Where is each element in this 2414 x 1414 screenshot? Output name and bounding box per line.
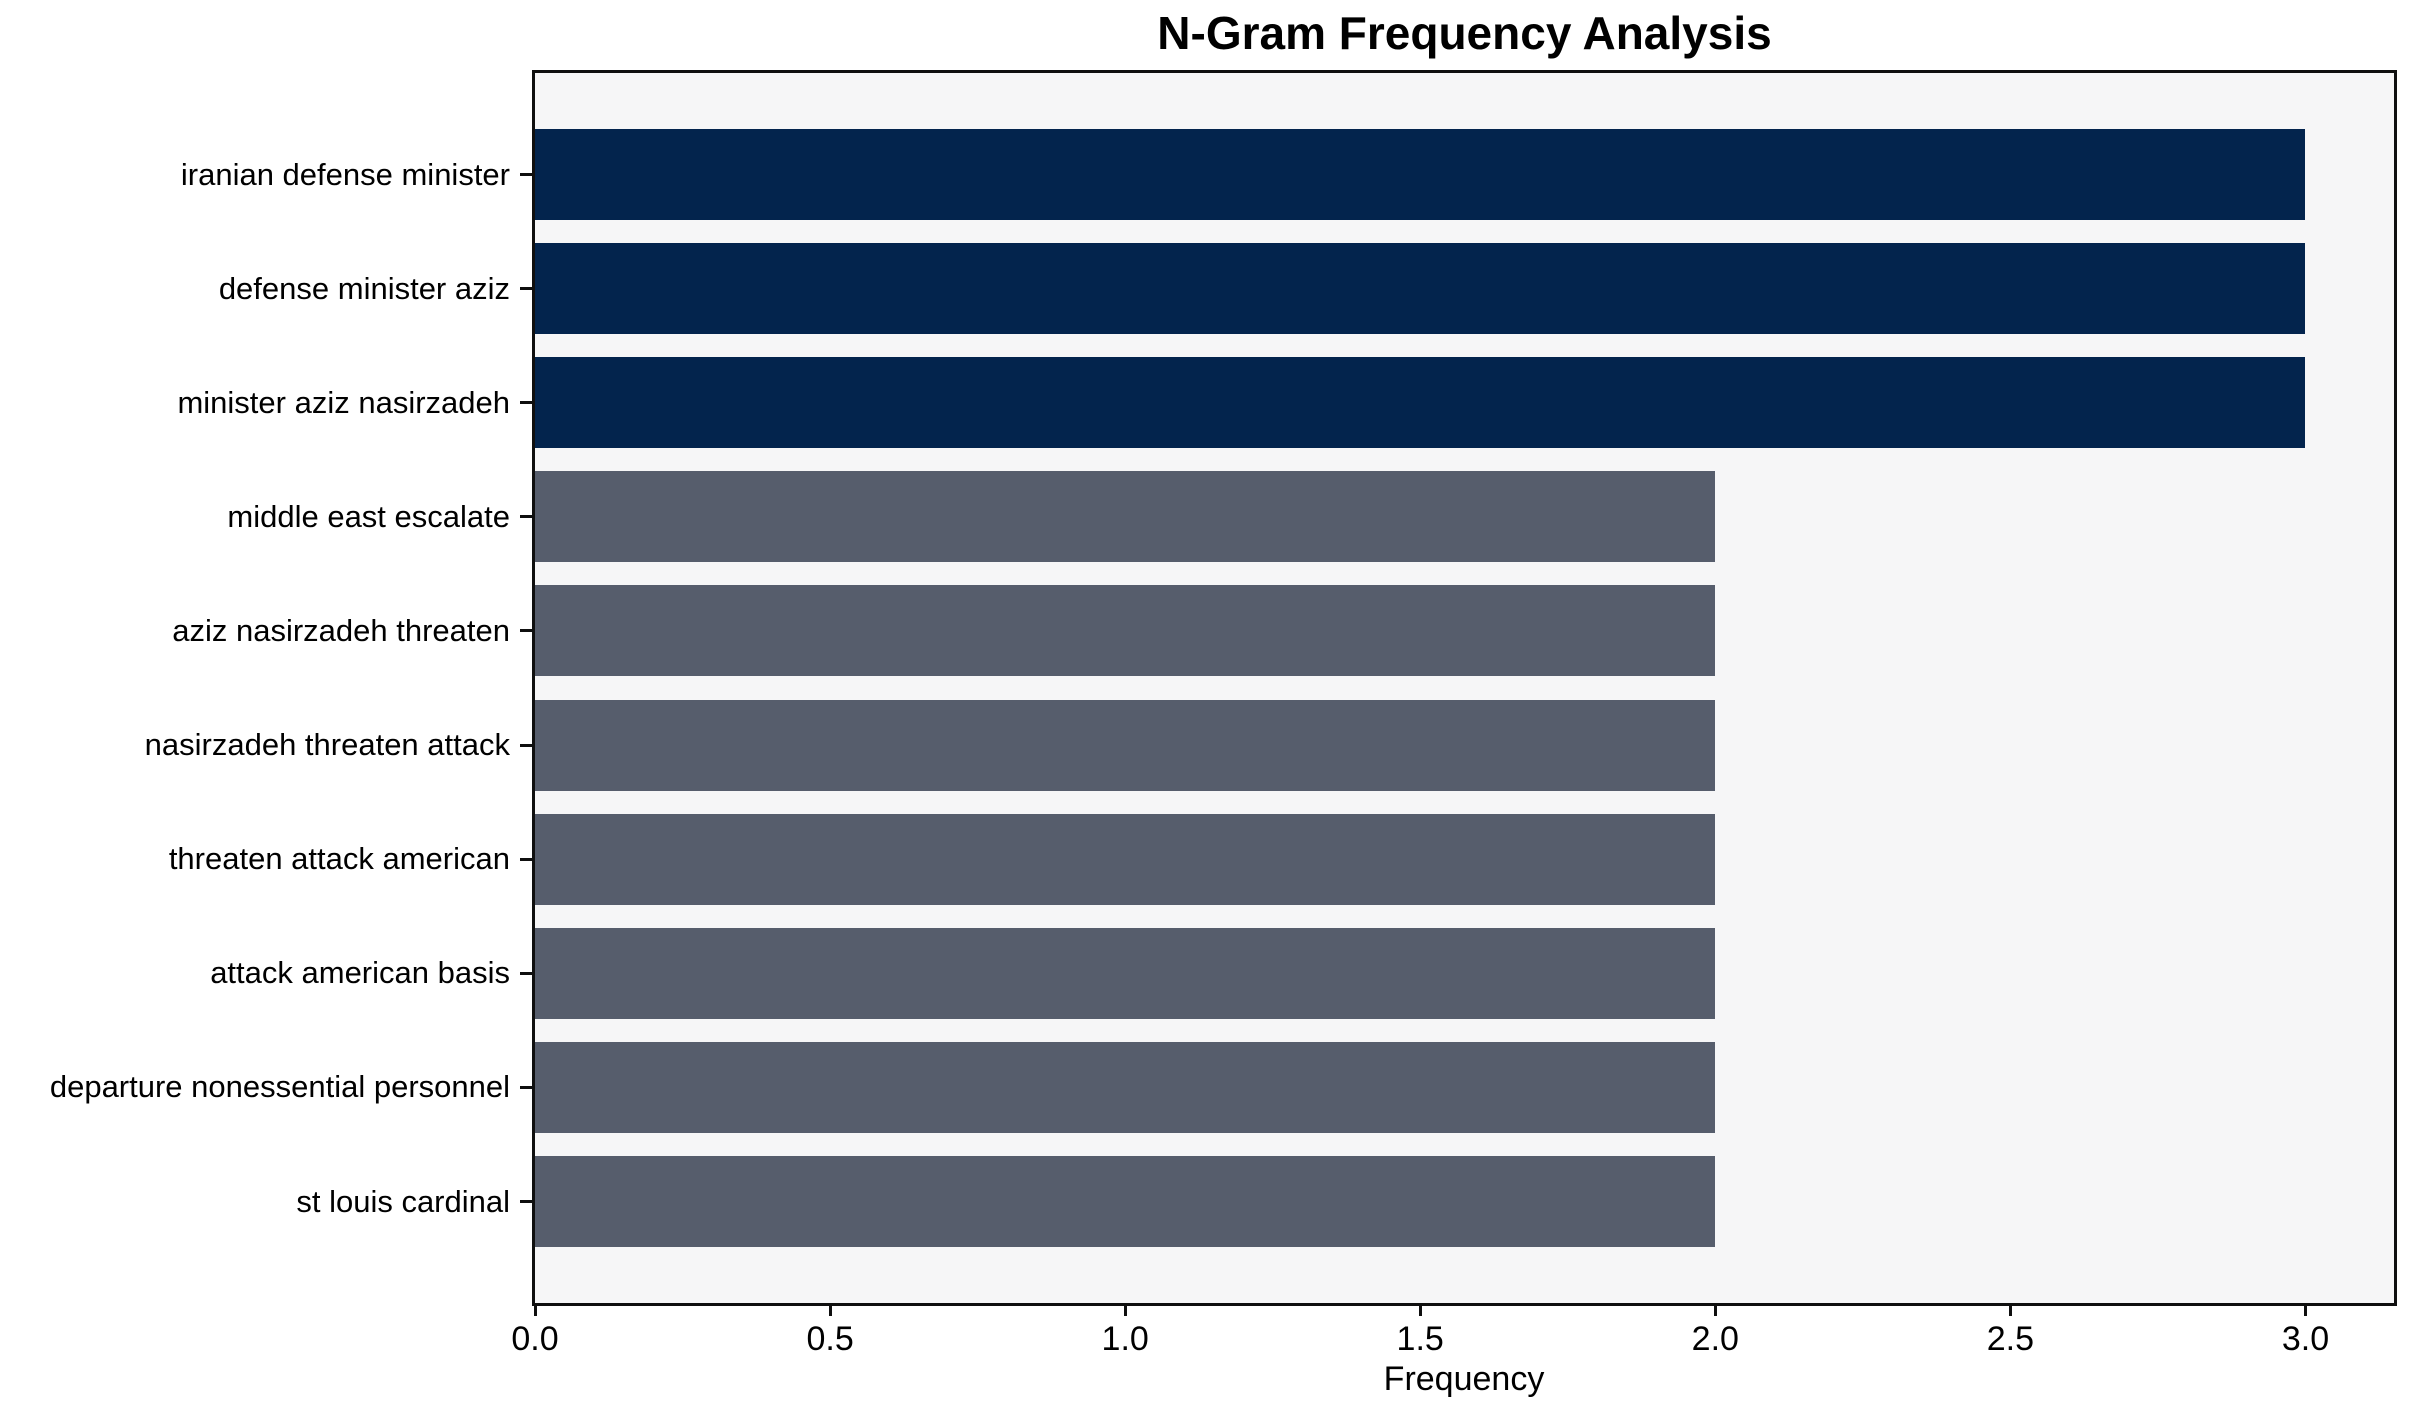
y-tick-label: nasirzadeh threaten attack <box>144 727 510 763</box>
bar <box>535 1041 1716 1133</box>
bar <box>535 129 2306 220</box>
y-tick-mark <box>520 515 533 519</box>
y-tick-label: middle east escalate <box>227 498 510 534</box>
x-tick-label: 1.0 <box>1101 1320 1149 1358</box>
x-tick-mark <box>1713 1303 1717 1316</box>
y-tick-mark <box>520 857 533 861</box>
x-axis-title: Frequency <box>1383 1360 1545 1398</box>
bar <box>535 357 2306 449</box>
x-tick-mark <box>2008 1303 2012 1316</box>
bar <box>535 243 2306 335</box>
bar <box>535 1156 1716 1247</box>
y-tick-label: st louis cardinal <box>296 1183 510 1219</box>
x-tick-mark <box>828 1303 832 1316</box>
y-tick-label: threaten attack american <box>168 841 510 877</box>
x-tick-mark <box>1418 1303 1422 1316</box>
y-tick-label: departure nonessential personnel <box>49 1069 510 1105</box>
y-tick-label: defense minister aziz <box>218 270 510 306</box>
x-tick-mark <box>2304 1303 2307 1316</box>
x-tick-mark <box>533 1303 537 1316</box>
bar <box>535 585 1716 677</box>
y-tick-mark <box>520 971 533 975</box>
x-tick-label: 3.0 <box>2281 1320 2330 1358</box>
y-tick-mark <box>520 401 533 405</box>
x-tick-label: 1.5 <box>1396 1320 1444 1358</box>
chart-title: N-Gram Frequency Analysis <box>1157 7 1772 59</box>
x-tick-label: 2.5 <box>1986 1320 2035 1358</box>
x-tick-label: 0.5 <box>806 1320 854 1358</box>
y-tick-label: attack american basis <box>210 955 510 991</box>
y-tick-label: minister aziz nasirzadeh <box>177 384 510 420</box>
y-tick-mark <box>520 287 533 291</box>
y-tick-mark <box>520 629 533 633</box>
y-tick-mark <box>520 1200 533 1203</box>
y-tick-mark <box>520 1085 533 1089</box>
y-tick-label: aziz nasirzadeh threaten <box>172 612 510 648</box>
x-tick-mark <box>1123 1303 1127 1316</box>
plot-area <box>535 73 2394 1303</box>
y-tick-label: iranian defense minister <box>180 156 510 192</box>
bar <box>535 471 1716 563</box>
bar <box>535 699 1716 791</box>
bar <box>535 927 1716 1019</box>
x-tick-label: 2.0 <box>1691 1320 1739 1358</box>
y-tick-mark <box>520 173 533 176</box>
y-tick-mark <box>520 743 533 747</box>
x-tick-label: 0.0 <box>511 1320 559 1358</box>
bar <box>535 813 1716 905</box>
